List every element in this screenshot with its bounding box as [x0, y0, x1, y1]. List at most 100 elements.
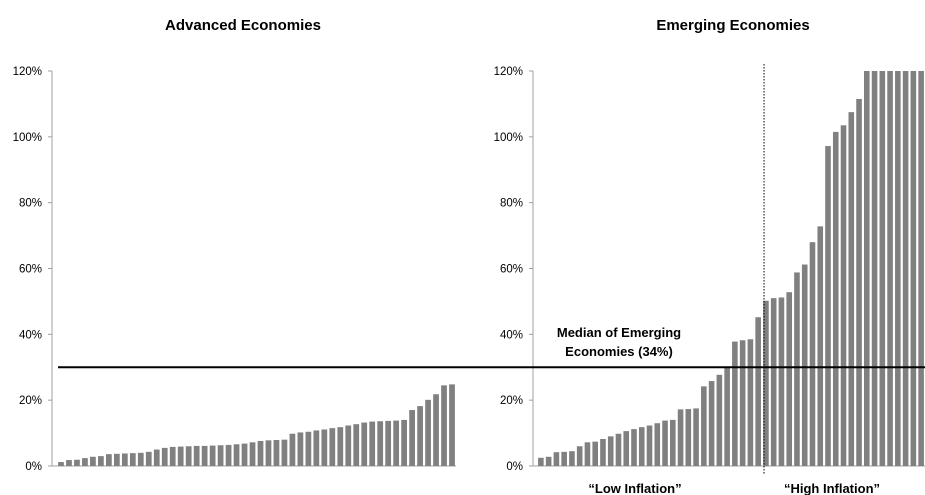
emerging-bar: [638, 427, 645, 466]
emerging-bar: [592, 441, 598, 466]
emerging-y-tick-label: 20%: [500, 395, 523, 407]
advanced-bar: [201, 445, 208, 466]
emerging-bar: [561, 451, 567, 466]
emerging-y-tick-label: 40%: [500, 329, 523, 341]
emerging-bar: [685, 409, 692, 466]
advanced-bar: [209, 445, 216, 466]
emerging-bar: [584, 442, 591, 466]
emerging-bar: [856, 98, 862, 467]
advanced-y-tick-label: 120%: [13, 66, 42, 78]
advanced-bar: [273, 439, 280, 466]
advanced-bar: [98, 456, 104, 466]
emerging-bar: [786, 292, 792, 466]
advanced-economies-title: Advanced Economies: [165, 17, 321, 34]
emerging-y-tick-label: 80%: [500, 198, 523, 210]
advanced-y-tick-label: 100%: [13, 132, 42, 144]
high-inflation-label: “High Inflation”: [784, 481, 880, 495]
advanced-bar: [433, 394, 439, 466]
advanced-bar: [66, 460, 72, 466]
advanced-y-tick-label: 60%: [19, 264, 42, 276]
emerging-bar: [600, 439, 606, 466]
advanced-y-tick-label: 0%: [25, 461, 42, 473]
emerging-bar: [553, 452, 560, 466]
emerging-bar: [576, 446, 583, 466]
advanced-bar: [225, 444, 232, 466]
emerging-bar: [832, 131, 839, 467]
advanced-bar: [305, 431, 312, 466]
emerging-bar: [864, 71, 870, 466]
emerging-economies-panel: 0% 20% 40% 60% 80% 100% 120%: [494, 64, 925, 474]
advanced-bar: [409, 410, 415, 466]
advanced-bar: [113, 453, 120, 466]
emerging-bar: [794, 272, 800, 466]
advanced-economies-panel: 0% 20% 40% 60% 80% 100% 120%: [13, 66, 456, 473]
emerging-bar: [615, 433, 622, 466]
emerging-bar: [662, 420, 668, 466]
emerging-bar: [902, 71, 909, 466]
advanced-bar: [217, 445, 224, 466]
advanced-bar: [289, 433, 296, 466]
advanced-y-tick-label: 40%: [19, 329, 42, 341]
advanced-bar: [82, 458, 88, 466]
emerging-bar: [809, 242, 816, 466]
emerging-bar: [538, 457, 544, 466]
emerging-bar: [646, 425, 653, 466]
advanced-bar: [105, 454, 112, 466]
emerging-bar: [677, 409, 684, 466]
advanced-bar: [185, 446, 192, 466]
advanced-bar: [193, 445, 200, 466]
advanced-bar: [281, 439, 288, 466]
advanced-bar: [353, 424, 360, 466]
emerging-bar: [724, 367, 730, 466]
emerging-bar: [569, 451, 575, 466]
advanced-bar: [161, 447, 168, 466]
advanced-bar: [169, 446, 176, 466]
advanced-y-tick-label: 80%: [19, 198, 42, 210]
emerging-bar: [895, 71, 901, 466]
emerging-bar: [716, 374, 723, 466]
emerging-bar: [631, 429, 637, 466]
advanced-y-tick-label: 20%: [19, 395, 42, 407]
emerging-y-tick-label: 60%: [500, 264, 523, 276]
emerging-bar: [871, 71, 878, 466]
emerging-bar: [701, 386, 707, 466]
advanced-bar: [321, 429, 328, 466]
advanced-bar: [233, 444, 240, 466]
emerging-bar: [879, 71, 886, 466]
emerging-bar: [817, 226, 824, 466]
emerging-bar: [910, 71, 917, 466]
emerging-bar: [848, 112, 855, 466]
advanced-bar: [393, 420, 400, 466]
advanced-bar: [441, 385, 447, 466]
emerging-bar: [778, 297, 785, 466]
advanced-bar: [417, 406, 423, 466]
emerging-economies-title: Emerging Economies: [656, 17, 809, 34]
emerging-bar: [607, 436, 614, 466]
emerging-bar: [654, 423, 661, 466]
emerging-y-tick-label: 100%: [494, 132, 523, 144]
advanced-bar: [401, 419, 408, 466]
emerging-bar: [801, 264, 808, 466]
emerging-bar: [747, 339, 754, 466]
emerging-bar: [755, 317, 761, 466]
advanced-bar: [329, 428, 336, 466]
emerging-bar: [693, 408, 699, 466]
emerging-bar: [825, 146, 831, 467]
advanced-bar: [425, 399, 431, 466]
advanced-bar: [337, 427, 344, 466]
emerging-bar: [887, 71, 893, 466]
advanced-bar: [369, 421, 376, 466]
advanced-bar: [177, 446, 184, 466]
emerging-bar: [840, 125, 847, 466]
median-label-line1: Median of Emerging: [557, 325, 681, 340]
advanced-bar: [265, 440, 272, 466]
advanced-bar: [58, 462, 64, 466]
advanced-bar: [313, 430, 320, 466]
emerging-bar: [918, 71, 924, 466]
advanced-bar: [449, 384, 455, 466]
emerging-bar: [732, 341, 738, 466]
emerging-y-tick-label: 0%: [506, 461, 523, 473]
advanced-bar: [137, 452, 144, 466]
low-inflation-label: “Low Inflation”: [588, 481, 681, 495]
